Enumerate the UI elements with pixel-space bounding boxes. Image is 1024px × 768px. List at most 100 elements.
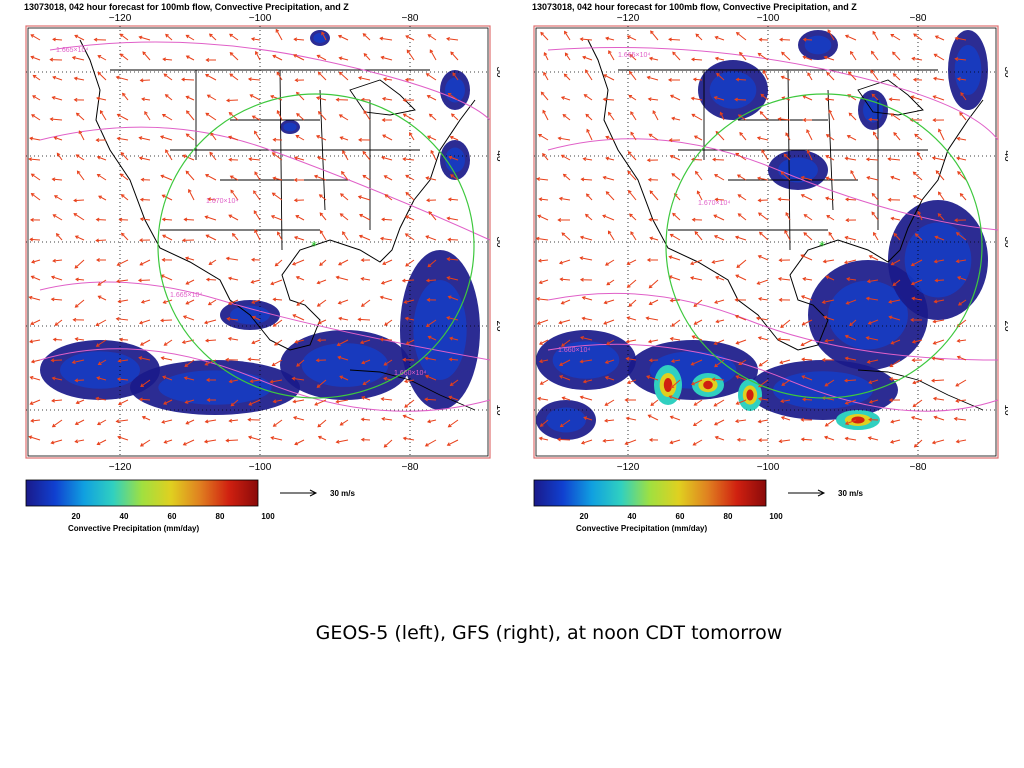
wind-arrow-head (585, 113, 590, 118)
wind-arrow (738, 194, 747, 201)
wind-arrow-head (139, 342, 144, 346)
wind-arrow (720, 112, 725, 121)
wind-arrow (54, 319, 63, 326)
wind-arrow (845, 437, 857, 441)
wind-arrow-head (668, 255, 673, 260)
wind-arrow-head (564, 30, 568, 35)
wind-arrow-head (73, 213, 78, 217)
wind-arrow (271, 215, 283, 221)
wind-arrow (603, 98, 615, 101)
wind-arrow-head (30, 34, 35, 38)
wind-arrow-head (362, 33, 367, 37)
wind-arrow-head (142, 51, 147, 56)
wind-arrow-head (668, 138, 673, 143)
wind-arrow (342, 150, 349, 161)
wind-arrow-head (295, 215, 300, 219)
longitude-label: −100 (249, 462, 272, 473)
wind-arrow-head (120, 194, 125, 198)
geos5-panel: 13073018, 042 hour forecast for 100mb fl… (20, 0, 500, 540)
wind-arrow-head (711, 260, 716, 264)
wind-arrow-head (557, 218, 562, 222)
wind-arrow (763, 70, 769, 81)
map-inner-frame (535, 27, 997, 457)
wind-arrow-head (871, 211, 876, 216)
wind-arrow (162, 419, 173, 423)
wind-arrow (382, 134, 393, 141)
wind-arrow-head (56, 152, 61, 157)
wind-arrow-head (95, 343, 100, 347)
wind-arrow (72, 359, 85, 364)
wind-arrow (163, 73, 173, 81)
wind-arrow (339, 71, 349, 81)
wind-arrow-head (910, 95, 915, 100)
wind-arrow (937, 213, 945, 221)
wind-arrow (669, 256, 681, 261)
wind-arrow (581, 178, 593, 181)
wind-arrow (606, 339, 615, 345)
precipitation-core (828, 280, 908, 350)
wind-arrow-head (294, 441, 299, 446)
wind-arrow-head (755, 316, 760, 321)
center-marker: * (819, 239, 825, 253)
wind-arrow-head (139, 197, 144, 202)
colorbar-tick: 60 (167, 512, 177, 521)
wind-arrow-head (97, 295, 102, 300)
wind-arrow (139, 398, 151, 401)
wind-arrow-head (630, 111, 634, 115)
state-borders (110, 69, 430, 251)
wind-arrow (337, 339, 349, 346)
wind-arrow-head (446, 216, 451, 221)
wind-arrow (204, 439, 217, 443)
wind-arrow-head (608, 111, 612, 116)
wind-arrow-head (208, 33, 213, 38)
wind-arrow (321, 32, 327, 41)
wind-arrow-head (910, 281, 915, 286)
wind-arrow-head (604, 262, 609, 266)
colorbar-tick: 100 (261, 512, 275, 521)
wind-arrow (956, 439, 967, 443)
wind-arrow-head (447, 237, 452, 242)
wind-arrow (362, 33, 371, 41)
wind-arrow (339, 57, 349, 61)
wind-arrow-head (911, 296, 916, 301)
wind-arrow-head (228, 214, 233, 219)
wind-arrow-head (871, 93, 876, 98)
wind-arrow-head (803, 232, 808, 236)
wind-arrow (585, 69, 593, 81)
wind-arrow (381, 279, 393, 284)
wind-arrow (845, 157, 857, 161)
wind-arrow (757, 279, 769, 285)
wind-arrow-head (628, 94, 633, 99)
wind-arrow (384, 359, 393, 366)
wind-arrow-head (779, 37, 783, 42)
wind-arrow-head (713, 402, 718, 407)
wind-arrow-head (383, 362, 388, 366)
longitude-label: −100 (757, 13, 780, 24)
wind-arrow-head (648, 301, 653, 306)
wind-arrow (425, 398, 437, 401)
wind-arrow (932, 439, 945, 444)
wind-arrow-head (270, 281, 275, 286)
wind-arrow-head (557, 136, 562, 141)
wind-arrow (845, 357, 857, 361)
wind-arrow (97, 279, 107, 286)
wind-arrow (565, 52, 571, 61)
wind-arrow (935, 35, 945, 41)
wind-arrow (186, 96, 195, 101)
wind-arrow (449, 156, 459, 161)
wind-arrow (405, 215, 415, 221)
wind-arrow-head (116, 136, 121, 141)
wind-arrow-head (911, 339, 916, 344)
wind-arrow (934, 259, 945, 263)
wind-arrow-head (910, 415, 915, 420)
wind-arrow (380, 296, 393, 301)
wind-arrow-head (338, 316, 343, 321)
wind-arrow-head (604, 402, 609, 406)
wind-arrow-head (315, 358, 320, 363)
wind-arrow (205, 216, 217, 221)
wind-arrow (54, 136, 63, 141)
wind-arrow (273, 419, 283, 427)
wind-arrow (822, 299, 835, 304)
wind-arrow (801, 194, 813, 201)
wind-arrow-head (734, 314, 739, 319)
